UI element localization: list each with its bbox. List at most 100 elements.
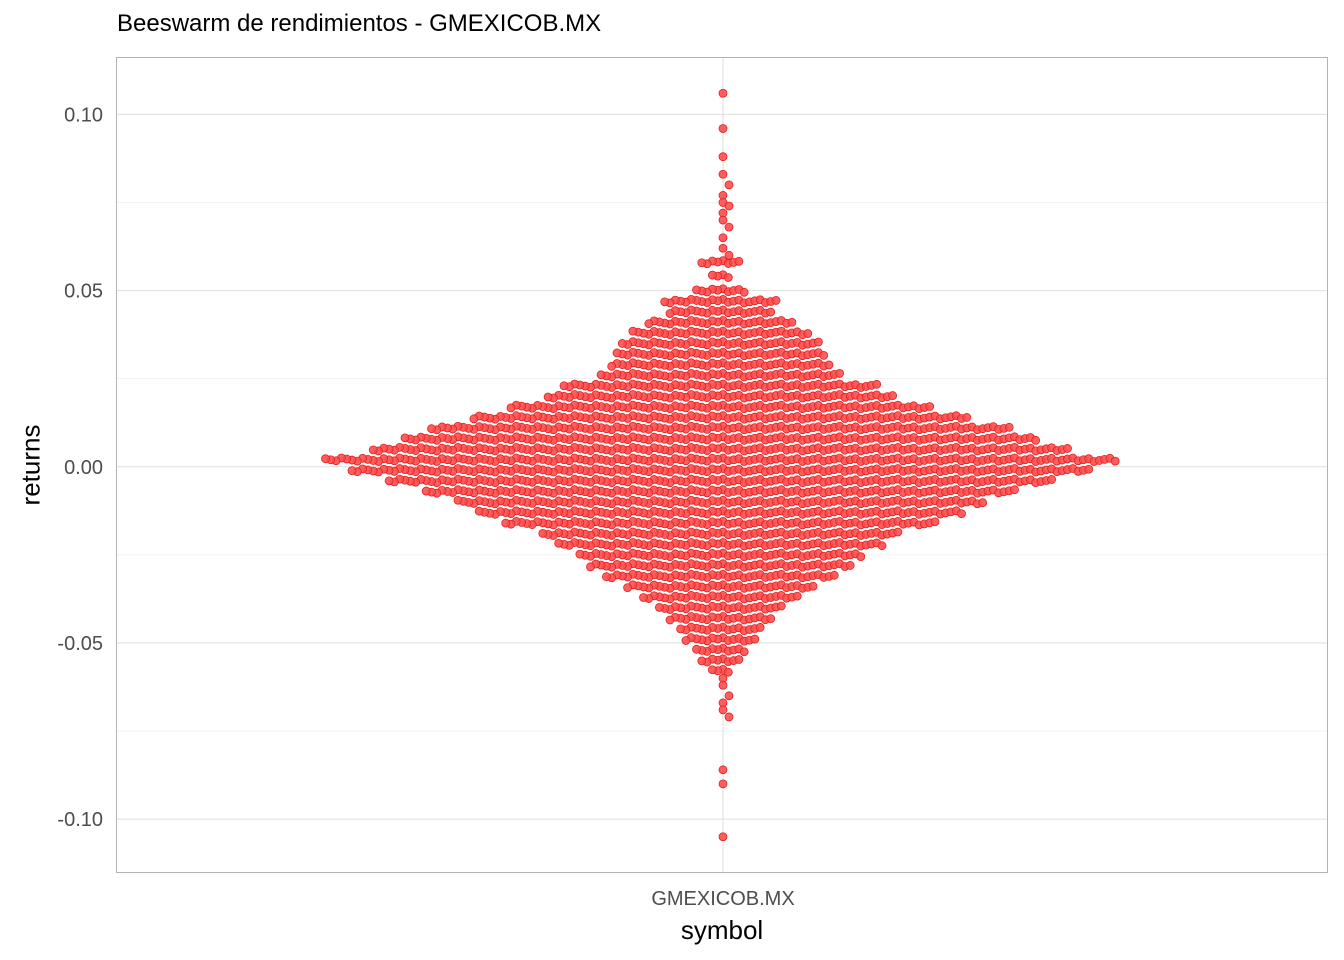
data-point bbox=[660, 297, 670, 307]
data-point bbox=[718, 779, 728, 789]
data-point bbox=[474, 506, 484, 516]
data-point bbox=[708, 665, 717, 675]
data-point bbox=[856, 552, 866, 562]
data-point bbox=[1031, 435, 1041, 445]
data-point bbox=[766, 614, 776, 624]
data-point bbox=[347, 466, 357, 476]
data-point bbox=[724, 222, 734, 232]
x-tick-label: GMEXICOB.MX bbox=[651, 888, 794, 910]
data-point bbox=[755, 623, 765, 632]
data-point bbox=[718, 124, 728, 133]
data-point bbox=[400, 433, 410, 443]
data-point bbox=[962, 413, 972, 422]
data-point bbox=[750, 634, 760, 644]
data-point bbox=[718, 152, 728, 162]
data-point bbox=[697, 656, 707, 666]
data-point bbox=[1110, 456, 1120, 466]
data-point bbox=[808, 581, 818, 591]
data-point bbox=[681, 636, 691, 645]
data-point bbox=[835, 368, 844, 378]
data-point bbox=[925, 402, 935, 411]
panel-border bbox=[116, 57, 1328, 873]
data-point bbox=[623, 583, 632, 593]
data-point bbox=[718, 765, 728, 775]
data-point bbox=[538, 528, 548, 538]
data-point bbox=[718, 169, 728, 179]
data-point bbox=[718, 243, 728, 253]
data-point bbox=[708, 270, 717, 280]
data-point bbox=[723, 273, 733, 282]
data-point bbox=[978, 498, 988, 508]
data-point bbox=[957, 509, 966, 519]
data-point bbox=[814, 337, 823, 347]
data-point bbox=[665, 615, 675, 625]
data-point bbox=[739, 647, 749, 657]
data-point bbox=[421, 486, 431, 496]
data-point bbox=[1010, 485, 1019, 495]
data-point bbox=[469, 414, 479, 424]
data-point bbox=[655, 602, 664, 612]
y-tick-label: 0.10 bbox=[64, 104, 103, 126]
data-point bbox=[321, 454, 330, 464]
y-tick-labels: 0.10 0.05 0.00 -0.05 -0.10 bbox=[57, 104, 103, 831]
data-point bbox=[739, 287, 749, 297]
data-point bbox=[734, 655, 744, 664]
data-point bbox=[1063, 444, 1072, 453]
y-axis-label: returns bbox=[15, 424, 46, 506]
data-point bbox=[872, 379, 882, 389]
data-point bbox=[1004, 422, 1014, 432]
data-point bbox=[718, 233, 728, 243]
data-point bbox=[697, 258, 707, 268]
data-point bbox=[845, 561, 855, 570]
data-point bbox=[718, 832, 728, 842]
data-point bbox=[734, 256, 744, 266]
data-point bbox=[723, 667, 733, 677]
data-point bbox=[718, 680, 728, 690]
data-point bbox=[384, 476, 394, 486]
data-point bbox=[554, 538, 564, 548]
data-point bbox=[453, 495, 463, 505]
data-point bbox=[559, 381, 569, 391]
data-point bbox=[829, 570, 839, 580]
data-point bbox=[602, 572, 611, 582]
data-point bbox=[819, 350, 829, 360]
data-point bbox=[665, 309, 675, 318]
data-point bbox=[644, 319, 654, 329]
data-point bbox=[586, 562, 595, 572]
data-point bbox=[1047, 475, 1056, 484]
data-point bbox=[639, 593, 648, 602]
data-point bbox=[803, 329, 813, 338]
y-tick-label: -0.10 bbox=[57, 809, 103, 831]
data-point bbox=[824, 360, 834, 370]
data-point bbox=[612, 348, 622, 358]
y-tick-label: -0.05 bbox=[57, 633, 103, 655]
data-point bbox=[617, 339, 627, 348]
data-point bbox=[766, 307, 776, 317]
data-point bbox=[724, 180, 734, 190]
data-point bbox=[543, 392, 553, 402]
data-point bbox=[628, 326, 638, 336]
data-point bbox=[888, 391, 897, 400]
data-point bbox=[776, 601, 786, 611]
data-point bbox=[877, 541, 887, 551]
data-point bbox=[676, 624, 685, 634]
data-point bbox=[368, 445, 378, 455]
x-axis-label: symbol bbox=[680, 915, 764, 945]
data-point bbox=[692, 285, 701, 295]
data-point bbox=[506, 403, 516, 413]
data-point bbox=[792, 591, 802, 601]
data-point bbox=[930, 517, 940, 527]
data-point bbox=[724, 712, 734, 722]
data-point bbox=[724, 691, 734, 701]
data-points bbox=[321, 88, 1120, 842]
data-point bbox=[718, 705, 728, 715]
data-point bbox=[692, 644, 701, 654]
y-tick-label: 0.00 bbox=[64, 457, 103, 479]
chart-title: Beeswarm de rendimientos - GMEXICOB.MX bbox=[117, 10, 602, 37]
data-point bbox=[607, 361, 617, 371]
y-axis-label-wrap: returns bbox=[6, 420, 56, 510]
data-point bbox=[718, 215, 728, 225]
x-tick-labels: GMEXICOB.MX bbox=[651, 888, 794, 910]
data-point bbox=[1084, 464, 1094, 474]
data-point bbox=[787, 317, 797, 327]
